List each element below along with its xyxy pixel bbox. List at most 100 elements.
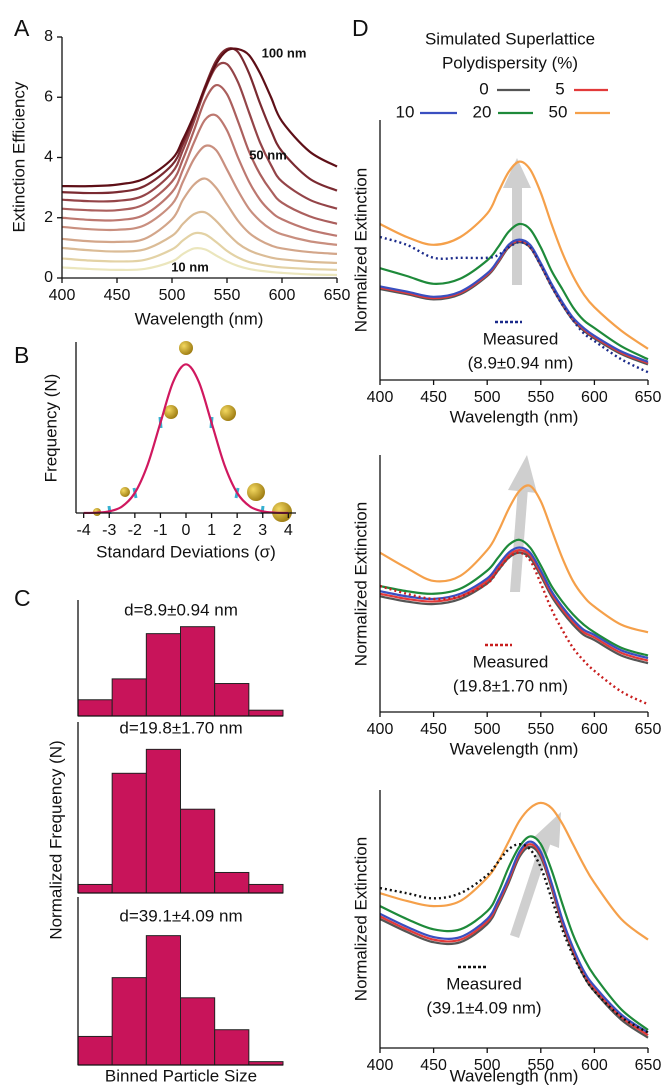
- legend-label: 50: [549, 102, 568, 121]
- line: [379, 548, 649, 662]
- x-tick-label: 650: [324, 287, 351, 304]
- x-tick-label: 400: [367, 1057, 394, 1074]
- x-tick-label: 650: [635, 1057, 662, 1074]
- y-axis-label: Normalized Extinction: [351, 168, 370, 332]
- line: [379, 238, 649, 363]
- line: [61, 113, 338, 237]
- line: [379, 840, 649, 1034]
- panel-label: D: [352, 15, 369, 41]
- measured-size: (8.9±0.94 nm): [468, 353, 574, 372]
- y-tick-label: 4: [44, 149, 53, 166]
- measured-size: (39.1±4.09 nm): [426, 998, 541, 1017]
- particle: [247, 483, 265, 501]
- bar: [214, 683, 250, 717]
- panel-label: A: [14, 15, 30, 41]
- bar: [214, 871, 250, 894]
- x-tick-label: 550: [527, 389, 554, 406]
- line: [61, 177, 338, 255]
- x-tick-label: 1: [207, 522, 216, 539]
- x-tick-label: 4: [284, 522, 293, 539]
- panel-label: C: [14, 585, 31, 611]
- y-tick-label: 6: [44, 88, 53, 105]
- arrows: [503, 158, 561, 938]
- y-axis-label: Normalized Frequency (N): [46, 740, 65, 939]
- y-axis-label: Frequency (N): [41, 374, 60, 483]
- y-tick-label: 0: [44, 269, 53, 286]
- bar: [77, 699, 113, 717]
- legend-label: Measured: [473, 652, 549, 671]
- bar: [180, 626, 216, 717]
- panel-label: B: [14, 342, 29, 368]
- line: [61, 231, 338, 271]
- y-axis-label: Extinction Efficiency: [9, 81, 28, 232]
- x-tick-label: -3: [102, 522, 116, 539]
- line: [379, 235, 649, 374]
- particle: [120, 487, 130, 497]
- line: [379, 160, 649, 350]
- x-tick-label: 400: [49, 287, 76, 304]
- x-tick-label: 500: [159, 287, 186, 304]
- line: [61, 83, 338, 225]
- line: [379, 551, 649, 706]
- x-tick-label: 600: [581, 721, 608, 738]
- x-tick-label: 450: [420, 1057, 447, 1074]
- x-tick-label: 0: [182, 522, 191, 539]
- particle: [179, 341, 193, 355]
- line: [379, 835, 649, 1031]
- x-tick-label: 550: [527, 1057, 554, 1074]
- arrow-shaft: [510, 838, 551, 938]
- annotation: 100 nm: [262, 45, 307, 60]
- x-axis-label: Wavelength (nm): [135, 309, 264, 328]
- line: [379, 222, 649, 361]
- x-tick-label: 500: [474, 721, 501, 738]
- bar: [180, 997, 216, 1066]
- x-tick-label: 650: [635, 389, 662, 406]
- x-tick-label: 3: [258, 522, 267, 539]
- particles: [93, 341, 292, 522]
- x-tick-label: 400: [367, 721, 394, 738]
- particle: [220, 405, 236, 421]
- x-tick-label: -1: [153, 522, 167, 539]
- arrow-head: [503, 158, 531, 188]
- particle: [164, 405, 178, 419]
- bar: [180, 808, 216, 894]
- x-tick-label: 600: [269, 287, 296, 304]
- bar: [111, 772, 147, 894]
- bar: [145, 633, 181, 717]
- arrow-shaft: [512, 185, 522, 285]
- bar: [77, 883, 113, 894]
- x-tick-label: 400: [367, 389, 394, 406]
- line: [379, 538, 649, 657]
- legend-label: 5: [555, 79, 564, 98]
- chart-title: d=19.8±1.70 nm: [119, 718, 242, 737]
- bar: [111, 678, 147, 717]
- legend-label: 10: [396, 102, 415, 121]
- x-tick-label: 450: [104, 287, 131, 304]
- x-tick-label: 500: [474, 389, 501, 406]
- x-tick-label: 650: [635, 721, 662, 738]
- line: [379, 801, 649, 941]
- bar: [145, 748, 181, 894]
- legend-label: Measured: [446, 974, 522, 993]
- x-axis-label: Wavelength (nm): [450, 407, 579, 426]
- sigma-marks: [107, 416, 265, 515]
- legend-title: Simulated Superlattice: [425, 29, 595, 48]
- arrow-head: [533, 812, 561, 848]
- line: [83, 363, 289, 515]
- x-tick-label: 550: [527, 721, 554, 738]
- line: [379, 546, 649, 660]
- bar: [248, 883, 284, 894]
- bar: [111, 977, 147, 1066]
- y-axis-label: Normalized Extinction: [351, 502, 370, 666]
- y-tick-label: 2: [44, 209, 53, 226]
- line: [61, 210, 338, 265]
- x-axis-label: Wavelength (nm): [450, 1066, 579, 1085]
- arrow-head: [508, 455, 537, 493]
- x-tick-label: 600: [581, 1057, 608, 1074]
- line: [61, 47, 338, 188]
- bar: [77, 1035, 113, 1066]
- line: [61, 47, 338, 195]
- line: [379, 842, 649, 1034]
